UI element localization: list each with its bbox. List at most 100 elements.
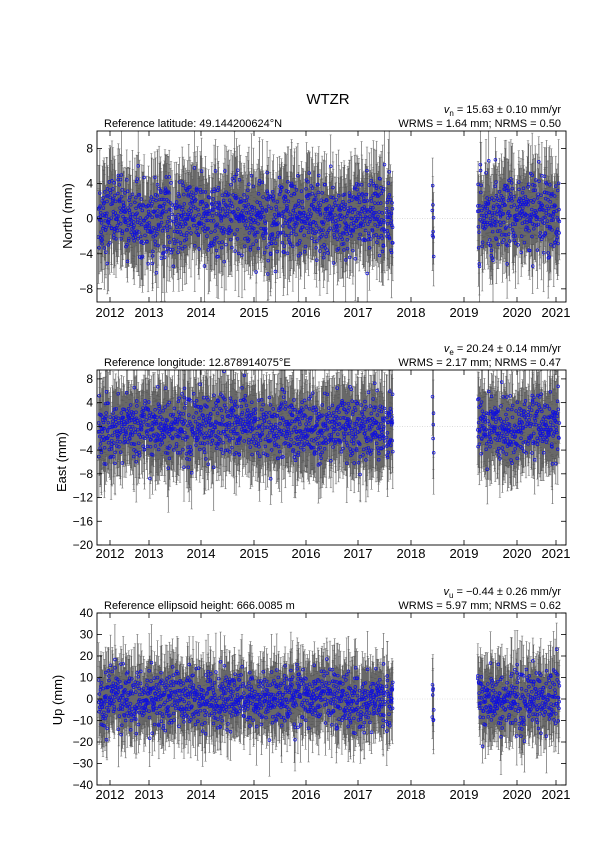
north-data-point — [347, 255, 352, 260]
north-data-point — [191, 218, 195, 223]
north-data-point — [136, 230, 141, 234]
north-data-point — [98, 210, 103, 215]
north-data-point — [136, 237, 140, 241]
north-data-point — [138, 205, 143, 210]
north-data-point — [167, 191, 171, 195]
north-data-point — [272, 217, 276, 221]
north-data-point — [302, 210, 306, 215]
north-y-axis-label: North (mm) — [60, 183, 75, 249]
north-data-point — [219, 219, 224, 223]
up-x-tick-label: 2016 — [292, 787, 321, 802]
north-data-point — [148, 230, 152, 235]
north-data-point — [241, 219, 245, 223]
north-data-point — [285, 203, 289, 208]
north-data-point — [111, 187, 115, 191]
north-data-point — [213, 169, 218, 173]
north-data-point — [128, 215, 133, 219]
east-x-tick-label: 2017 — [344, 546, 373, 561]
up-velocity-label: vu = −0.44 ± 0.26 mm/yr — [444, 586, 562, 600]
north-data-point — [147, 226, 151, 230]
north-data-point — [174, 218, 179, 223]
north-data-point — [141, 204, 146, 208]
north-data-point — [102, 246, 107, 250]
north-data-point — [129, 202, 133, 207]
north-data-point — [192, 166, 197, 170]
north-data-point — [148, 199, 153, 203]
north-data-point — [313, 193, 318, 197]
north-data-point — [306, 230, 311, 235]
north-data-point — [181, 183, 185, 188]
north-data-point — [219, 228, 224, 233]
north-data-point — [162, 226, 167, 230]
north-data-point — [289, 193, 293, 198]
north-data-point — [165, 224, 169, 228]
north-data-point — [202, 229, 207, 234]
north-data-point — [285, 206, 289, 210]
north-data-point — [160, 229, 165, 233]
north-data-point — [304, 186, 308, 191]
north-data-point — [237, 178, 242, 182]
north-data-point — [280, 240, 285, 245]
north-data-point — [206, 226, 210, 231]
north-data-point — [233, 232, 237, 236]
north-data-point — [123, 191, 127, 195]
north-data-point — [135, 211, 139, 215]
north-data-point — [170, 203, 175, 207]
north-data-point — [105, 199, 109, 204]
north-data-point — [237, 219, 242, 224]
north-data-point — [269, 206, 274, 210]
north-data-point — [252, 226, 256, 231]
north-data-point — [237, 200, 242, 204]
north-data-point — [316, 190, 321, 195]
north-data-point — [160, 197, 164, 202]
panel-north: Reference latitude: 49.144200624°N vn = … — [60, 104, 570, 320]
north-data-point — [212, 242, 216, 247]
north-data-point — [242, 244, 247, 249]
north-data-point — [135, 229, 139, 234]
north-data-point — [212, 189, 216, 194]
north-data-point — [197, 212, 201, 217]
north-data-point — [273, 269, 278, 274]
north-data-point — [333, 213, 337, 217]
north-data-point — [256, 192, 261, 196]
north-data-point — [139, 197, 143, 201]
north-data-point — [307, 218, 311, 222]
north-data-point — [275, 199, 280, 204]
north-data-point — [213, 229, 217, 233]
north-data-point — [225, 212, 229, 216]
east-x-tick-label: 2014 — [187, 546, 216, 561]
north-data-point — [303, 244, 308, 249]
north-data-point — [328, 226, 332, 231]
north-data-point — [326, 251, 330, 255]
north-data-point — [145, 239, 149, 244]
up-y-tick-label: −20 — [73, 735, 94, 749]
north-data-point — [242, 198, 247, 203]
north-data-point — [312, 197, 317, 202]
north-data-point — [342, 192, 347, 197]
north-data-point — [139, 222, 144, 227]
north-data-point — [108, 195, 112, 200]
north-data-point — [343, 258, 348, 262]
north-data-point — [226, 206, 230, 210]
north-data-point — [171, 247, 175, 252]
north-data-point — [342, 207, 347, 211]
north-data-point — [336, 247, 341, 251]
north-data-point — [299, 228, 303, 232]
north-data-point — [271, 198, 276, 203]
north-data-point — [211, 208, 215, 213]
north-data-point — [186, 192, 191, 197]
north-data-point — [247, 231, 252, 235]
north-data-point — [146, 261, 150, 266]
north-data-point — [149, 230, 154, 235]
north-data-point — [335, 228, 340, 232]
east-reference-label: Reference longitude: 12.878914075°E — [104, 357, 291, 369]
north-data-point — [320, 244, 324, 249]
north-data-point — [285, 221, 290, 226]
north-data-point — [117, 182, 122, 187]
north-data-point — [237, 218, 241, 222]
north-data-point — [180, 213, 184, 218]
north-data-point — [149, 195, 154, 199]
north-data-point — [109, 216, 114, 220]
north-data-point — [116, 214, 121, 218]
